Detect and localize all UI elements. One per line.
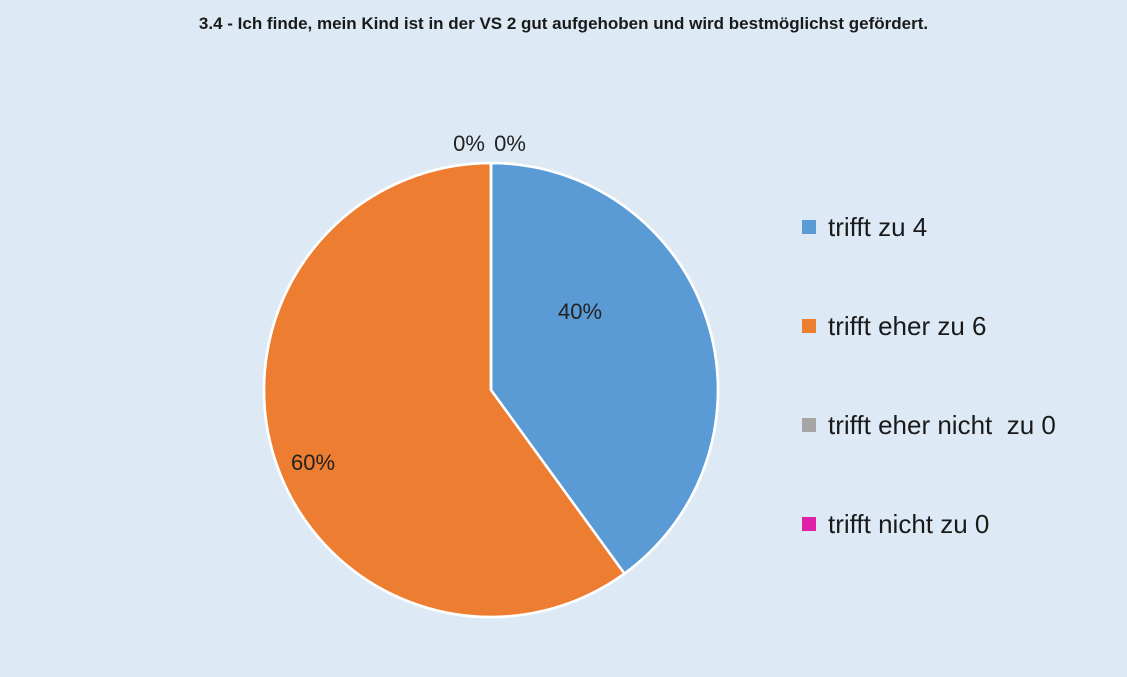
legend-swatch	[802, 220, 816, 234]
legend-label: trifft zu 4	[828, 211, 928, 242]
legend: trifft zu 4 trifft eher zu 6 trifft eher n…	[802, 205, 1056, 601]
legend-label: trifft nicht zu 0	[828, 508, 990, 539]
data-label-2: 60%	[291, 450, 335, 475]
chart-title: 3.4 - Ich finde, mein Kind ist in der VS…	[198, 14, 929, 33]
legend-item-2: trifft eher zu 6	[802, 304, 1056, 348]
legend-label: trifft eher nicht zu 0	[828, 409, 1056, 440]
legend-swatch	[802, 517, 816, 531]
data-label-3: 0%	[453, 131, 485, 156]
legend-item-4: trifft nicht zu 0	[802, 502, 1056, 546]
legend-item-1: trifft zu 4	[802, 205, 1056, 249]
legend-label: trifft eher zu 6	[828, 310, 987, 341]
legend-swatch	[802, 319, 816, 333]
legend-item-3: trifft eher nicht zu 0	[802, 403, 1056, 447]
pie-slices	[262, 161, 720, 619]
data-label-4: 0%	[494, 131, 526, 156]
data-label-1: 40%	[558, 299, 602, 324]
pie-data-labels: 40% 60% 0% 0%	[291, 131, 602, 475]
legend-swatch	[802, 418, 816, 432]
pie-outline	[262, 161, 720, 619]
